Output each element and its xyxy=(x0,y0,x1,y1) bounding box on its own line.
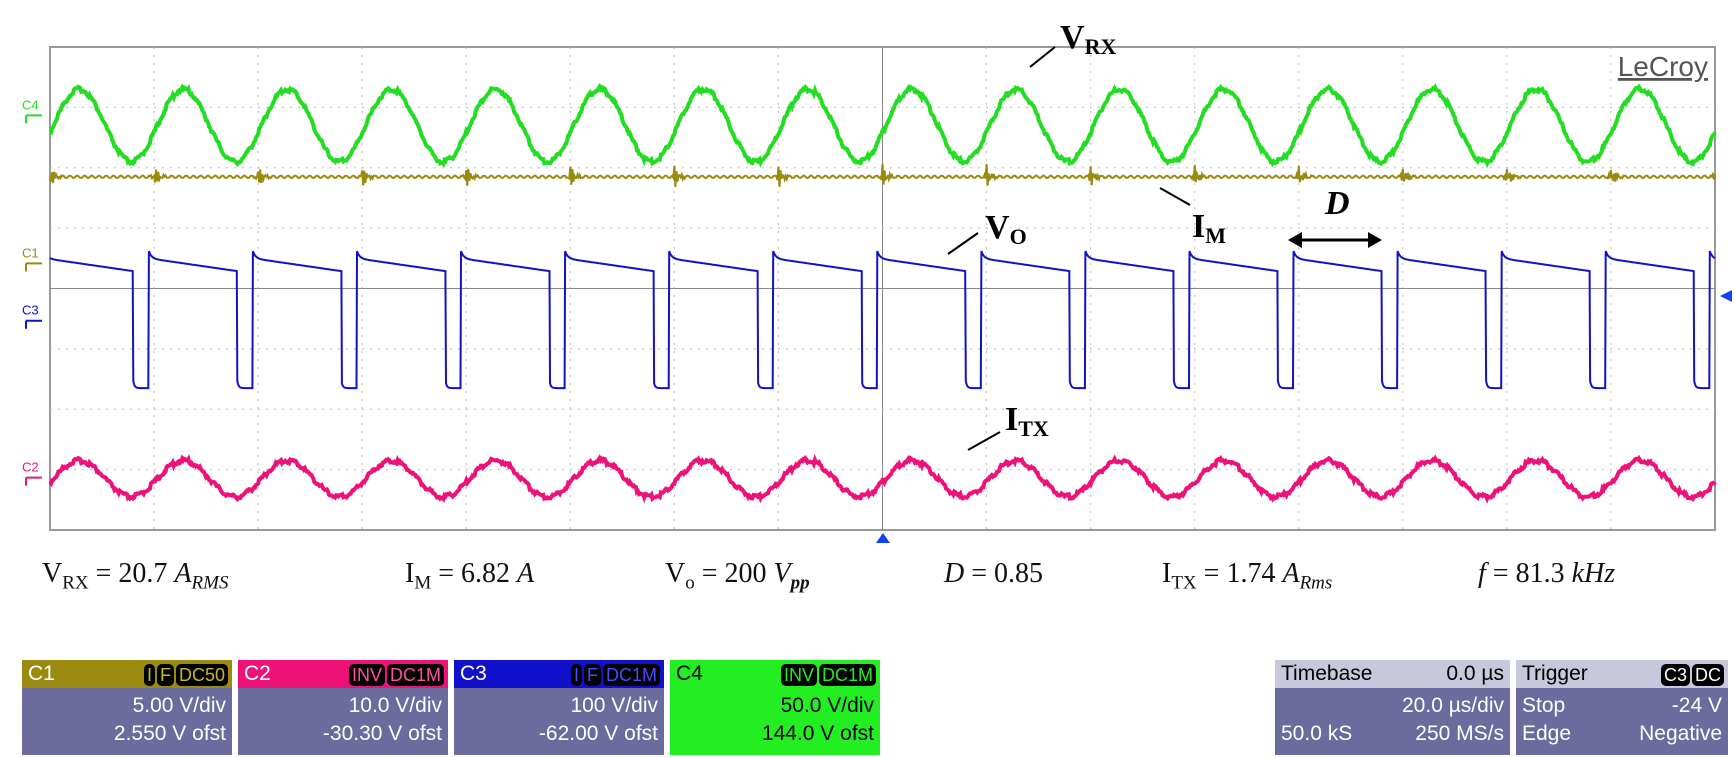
badge: INV xyxy=(780,664,817,686)
badge: INV xyxy=(348,664,385,686)
badge: DC xyxy=(1692,664,1724,686)
timebase-panel[interactable]: Timebase 0.0 µs 20.0 µs/div 50.0 kS 250 M… xyxy=(1275,660,1510,755)
channel-ground-marker xyxy=(25,114,42,124)
channel-ground-label-c3: C3 xyxy=(22,303,39,318)
badge: DC50 xyxy=(175,664,228,686)
trace-c1 xyxy=(49,164,1716,187)
sample-rate: 250 MS/s xyxy=(1415,722,1504,745)
trace-c2 xyxy=(48,453,1717,504)
offset: -30.30 V ofst xyxy=(322,722,442,745)
trace-c4 xyxy=(49,82,1717,169)
channel-id: C2 xyxy=(244,662,271,685)
svg-text:VRX: VRX xyxy=(1060,19,1116,59)
badge: DC1M xyxy=(818,664,876,686)
caption-itx: ITX = 1.74 ARms xyxy=(1162,558,1333,594)
channel-id: C1 xyxy=(28,662,55,685)
annotation-duty-cycle: D xyxy=(1288,185,1382,248)
channel-labels: C4 C1 C3 C2 xyxy=(22,97,42,486)
caption-vo: Vo = 200 Vpp xyxy=(665,558,810,594)
badge: F xyxy=(156,664,174,686)
channel-ground-label-c1: C1 xyxy=(22,245,39,260)
channel-ground-marker xyxy=(25,476,42,486)
timebase-label: Timebase xyxy=(1281,662,1373,685)
channel-panel-c3[interactable]: C3 I F DC1M 100 V/div -62.00 V ofst xyxy=(454,660,664,755)
trigger-level-marker xyxy=(1720,290,1732,302)
svg-text:ITX: ITX xyxy=(1005,401,1049,441)
channel-panel-c1[interactable]: C1 I F DC50 5.00 V/div 2.550 V ofst xyxy=(22,660,232,755)
channel-ground-marker xyxy=(25,262,42,272)
volts-per-div: 50.0 V/div xyxy=(780,694,874,717)
svg-text:IM: IM xyxy=(1192,208,1226,248)
sample-count: 50.0 kS xyxy=(1281,722,1353,745)
brand-logo: LeCroy xyxy=(1618,51,1708,82)
annotation-vrx: VRX xyxy=(1029,19,1116,68)
annotation-im: IM xyxy=(1159,187,1226,248)
badge: C3 xyxy=(1660,664,1690,686)
channel-id: C4 xyxy=(676,662,703,685)
annotation-itx: ITX xyxy=(967,401,1049,451)
timebase-delay: 0.0 µs xyxy=(1446,662,1504,685)
caption-duty-cycle: D = 0.85 xyxy=(944,558,1044,589)
traces xyxy=(48,82,1717,504)
time-per-div: 20.0 µs/div xyxy=(1402,694,1504,717)
channel-panel-c2[interactable]: C2 INV DC1M 10.0 V/div -30.30 V ofst xyxy=(238,660,448,755)
svg-text:D: D xyxy=(1324,185,1350,222)
offset: -62.00 V ofst xyxy=(538,722,658,745)
caption-vrx: VRX = 20.7 ARMS xyxy=(42,558,229,594)
volts-per-div: 10.0 V/div xyxy=(348,694,442,717)
channel-ground-label-c2: C2 xyxy=(22,460,39,475)
trigger-type: Edge xyxy=(1522,722,1572,745)
channel-panel-c4[interactable]: C4 INV DC1M 50.0 V/div 144.0 V ofst xyxy=(670,660,880,755)
badge: I xyxy=(143,664,155,686)
badge: DC1M xyxy=(602,664,660,686)
badge: F xyxy=(583,664,601,686)
channel-ground-label-c4: C4 xyxy=(22,97,39,112)
badge: DC1M xyxy=(386,664,444,686)
trigger-mode: Stop xyxy=(1522,694,1566,717)
offset: 2.550 V ofst xyxy=(113,722,226,745)
caption-frequency: f = 81.3 kHz xyxy=(1478,558,1616,589)
trigger-position-marker xyxy=(876,533,890,543)
trigger-panel[interactable]: Trigger C3 DC Stop -24 V Edge Negative xyxy=(1516,660,1728,755)
trace-c3 xyxy=(49,250,1716,390)
trigger-slope: Negative xyxy=(1639,722,1722,745)
channel-ground-marker xyxy=(25,319,42,329)
offset: 144.0 V ofst xyxy=(761,722,874,745)
volts-per-div: 100 V/div xyxy=(570,694,658,717)
annotation-vo: VO xyxy=(947,209,1027,255)
caption-im: IM = 6.82 A xyxy=(405,558,535,594)
oscilloscope-display: C4 C1 C3 C2 LeCroy VRX IM VO D ITX xyxy=(22,19,1732,543)
volts-per-div: 5.00 V/div xyxy=(132,694,226,717)
badge: I xyxy=(570,664,582,686)
channel-id: C3 xyxy=(460,662,487,685)
trigger-label: Trigger xyxy=(1522,662,1588,685)
svg-text:VO: VO xyxy=(985,209,1027,249)
trigger-level: -24 V xyxy=(1671,694,1722,717)
